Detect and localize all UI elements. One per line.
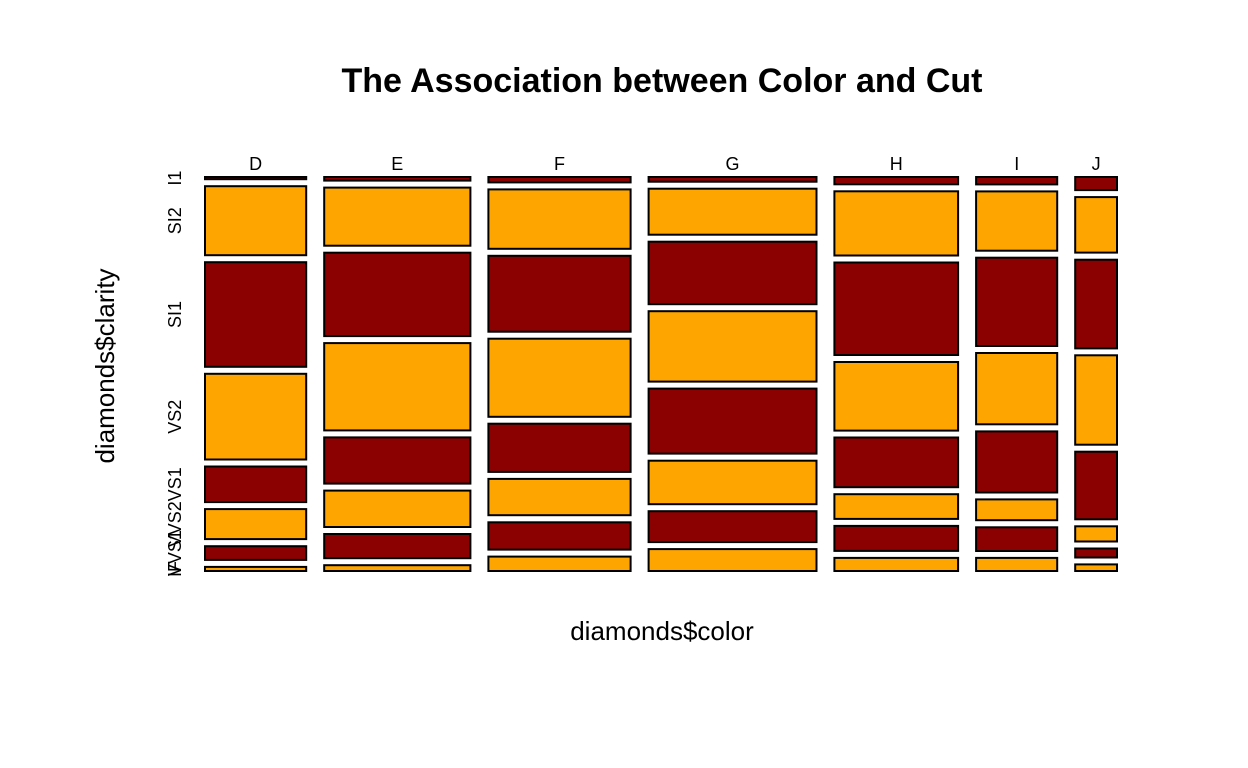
mosaic-tiles (204, 176, 1118, 573)
tile-h-if (833, 556, 960, 573)
tile-h-vs1 (833, 436, 960, 489)
row-label-vs1: VS1 (165, 467, 185, 501)
row-label-si2: SI2 (165, 207, 185, 234)
tile-e-i1 (323, 176, 472, 182)
tile-e-if (323, 564, 472, 573)
tile-j-si1 (1074, 258, 1118, 350)
column-label-h: H (890, 154, 903, 174)
tile-d-i1 (204, 176, 308, 181)
column-label-g: G (725, 154, 739, 174)
tile-j-vvs1 (1074, 547, 1118, 559)
tile-i-vs2 (975, 352, 1059, 426)
tile-f-vvs2 (487, 477, 632, 517)
row-label-if: IF (165, 561, 185, 577)
tile-h-vvs2 (833, 493, 960, 520)
column-label-e: E (391, 154, 403, 174)
tile-g-i1 (647, 176, 818, 183)
tile-f-vs2 (487, 337, 632, 418)
tile-h-si1 (833, 261, 960, 356)
column-labels: D E F G H I J (249, 154, 1101, 174)
tile-i-vs1 (975, 430, 1059, 494)
tile-e-vs2 (323, 342, 472, 432)
tile-e-si2 (323, 186, 472, 247)
tile-j-vs2 (1074, 354, 1118, 446)
tile-e-vvs2 (323, 489, 472, 529)
tile-g-vvs2 (647, 459, 818, 506)
tile-i-if (975, 556, 1059, 573)
column-label-j: J (1092, 154, 1101, 174)
column-label-d: D (249, 154, 262, 174)
tile-d-si2 (204, 185, 308, 257)
tile-e-si1 (323, 251, 472, 338)
tile-h-vs2 (833, 361, 960, 432)
tile-h-i1 (833, 176, 960, 186)
tile-g-vs2 (647, 310, 818, 383)
column-label-f: F (554, 154, 565, 174)
tile-i-vvs1 (975, 526, 1059, 552)
y-axis-label: diamonds$clarity (90, 268, 120, 463)
row-label-vs2: VS2 (165, 400, 185, 434)
tile-f-si2 (487, 188, 632, 250)
tile-f-if (487, 555, 632, 572)
tile-e-vs1 (323, 436, 472, 485)
tile-f-vs1 (487, 422, 632, 473)
tile-d-vs2 (204, 372, 308, 461)
tile-j-vvs2 (1074, 525, 1118, 543)
row-label-si1: SI1 (165, 301, 185, 328)
tile-j-i1 (1074, 176, 1118, 192)
tile-d-si1 (204, 261, 308, 368)
tile-d-vvs1 (204, 545, 308, 561)
x-axis-label: diamonds$color (570, 616, 754, 646)
tile-g-if (647, 548, 818, 572)
tile-g-si2 (647, 187, 818, 236)
tile-i-si1 (975, 256, 1059, 348)
tile-f-vvs1 (487, 521, 632, 551)
tile-i-vvs2 (975, 498, 1059, 522)
row-label-i1: I1 (165, 171, 185, 186)
tile-d-vs1 (204, 465, 308, 504)
chart-title: The Association between Color and Cut (341, 62, 982, 100)
tile-i-i1 (975, 176, 1059, 186)
column-label-i: I (1014, 154, 1019, 174)
tile-g-vvs1 (647, 510, 818, 544)
tile-e-vvs1 (323, 533, 472, 560)
tile-h-si2 (833, 190, 960, 257)
tile-j-vs1 (1074, 450, 1118, 521)
tile-d-if (204, 565, 308, 573)
tile-f-si1 (487, 254, 632, 333)
tile-h-vvs1 (833, 524, 960, 552)
tile-d-vvs2 (204, 508, 308, 541)
row-label-vvs2: VVS2 (165, 501, 185, 547)
tile-j-si2 (1074, 196, 1118, 254)
tile-g-vs1 (647, 387, 818, 455)
tile-g-si1 (647, 240, 818, 306)
tile-i-si2 (975, 190, 1059, 252)
row-label-vvs1: VVS1 (165, 530, 185, 576)
tile-j-if (1074, 563, 1118, 573)
tile-f-i1 (487, 176, 632, 184)
